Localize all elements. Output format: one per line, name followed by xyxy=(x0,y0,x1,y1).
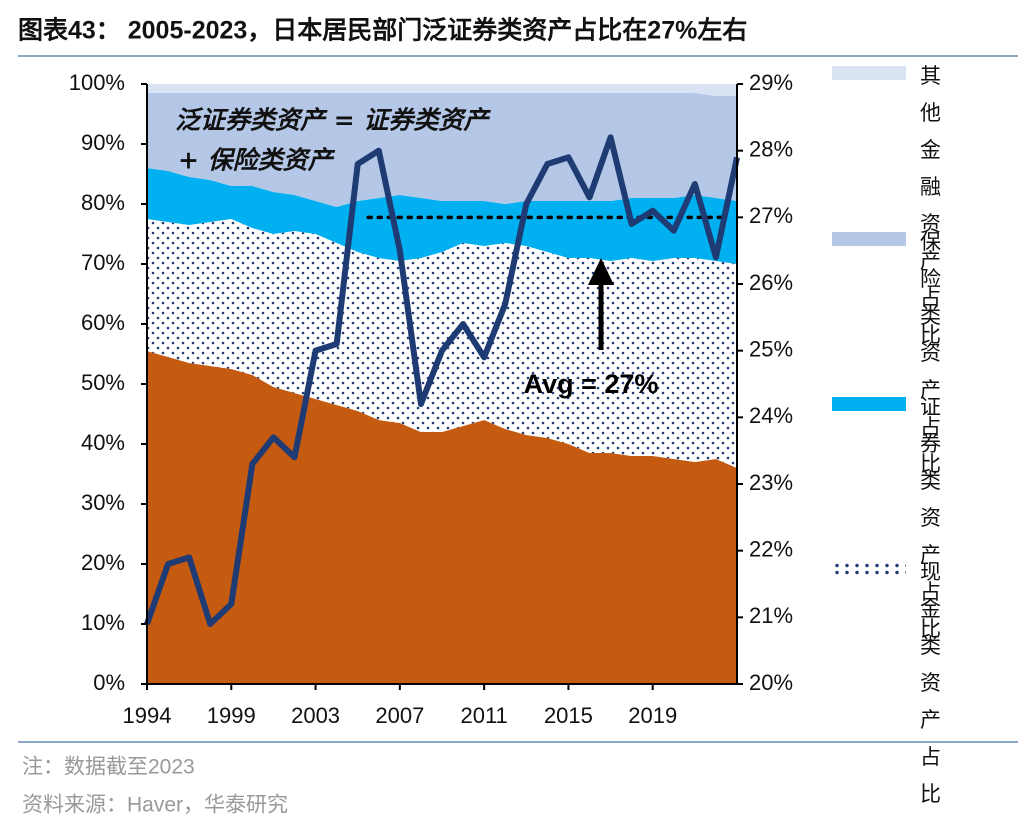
y2-tick-label: 27% xyxy=(749,203,793,228)
y2-tick-label: 29% xyxy=(749,70,793,95)
area xyxy=(147,351,737,684)
note: 注：数据截至2023 xyxy=(22,756,195,779)
legend-label: 其他金融资产占比 xyxy=(920,64,947,347)
legend-swatch xyxy=(832,562,906,576)
y2-tick-label: 25% xyxy=(749,336,793,361)
legend-label: 现金类资产占比 xyxy=(920,560,947,806)
x-tick-label: 2003 xyxy=(291,703,340,728)
y2-tick-label: 22% xyxy=(749,536,793,561)
y-tick-label: 0% xyxy=(93,670,125,695)
x-tick-label: 2011 xyxy=(460,703,507,728)
y-tick-label: 20% xyxy=(81,550,125,575)
y-tick-label: 10% xyxy=(81,610,125,635)
y2-tick-label: 21% xyxy=(749,603,793,628)
source: 资料来源：Haver，华泰研究 xyxy=(22,794,288,817)
average-label: Avg = 27% xyxy=(524,369,659,399)
y-tick-label: 60% xyxy=(81,310,125,335)
plot-area: Avg = 27% 泛证券类资产 = 证券类资产 + 保险类资产 0% 10% 20% 30… xyxy=(69,70,793,728)
y-tick-label: 100% xyxy=(69,70,125,95)
x-tick-label: 2007 xyxy=(375,703,424,728)
legend-swatch xyxy=(832,397,906,411)
x-tick-label: 2015 xyxy=(544,703,593,728)
y2-tick-label: 28% xyxy=(749,136,793,161)
y-tick-label: 50% xyxy=(81,370,125,395)
y-tick-label: 70% xyxy=(81,250,125,275)
x-tick-label: 1999 xyxy=(207,703,256,728)
x-tick-label: 2019 xyxy=(628,703,677,728)
annotation: 泛证券类资产 = 证券类资产 xyxy=(175,106,491,135)
area xyxy=(147,84,737,96)
y-tick-label: 90% xyxy=(81,130,125,155)
y-tick-label: 80% xyxy=(81,190,125,215)
y2-tick-label: 23% xyxy=(749,470,793,495)
y2-tick-label: 20% xyxy=(749,670,793,695)
legend-label: 证券类资产占比 xyxy=(920,395,947,641)
y-tick-label: 30% xyxy=(81,490,125,515)
chart-title: 图表43： 2005-2023，日本居民部门泛证券类资产占比在27%左右 xyxy=(18,16,747,45)
area xyxy=(147,219,737,468)
y2-tick-label: 26% xyxy=(749,270,793,295)
line xyxy=(144,134,740,627)
y2-tick-label: 24% xyxy=(749,403,793,428)
area xyxy=(147,93,737,207)
x-tick-label: 1994 xyxy=(123,703,172,728)
legend-label: 保险类资产占比 xyxy=(920,230,947,476)
legend-swatch xyxy=(832,232,906,246)
y-tick-label: 40% xyxy=(81,430,125,455)
arrow-head xyxy=(588,258,614,285)
legend-swatch xyxy=(832,66,906,80)
annotation: + 保险类资产 xyxy=(178,146,336,175)
